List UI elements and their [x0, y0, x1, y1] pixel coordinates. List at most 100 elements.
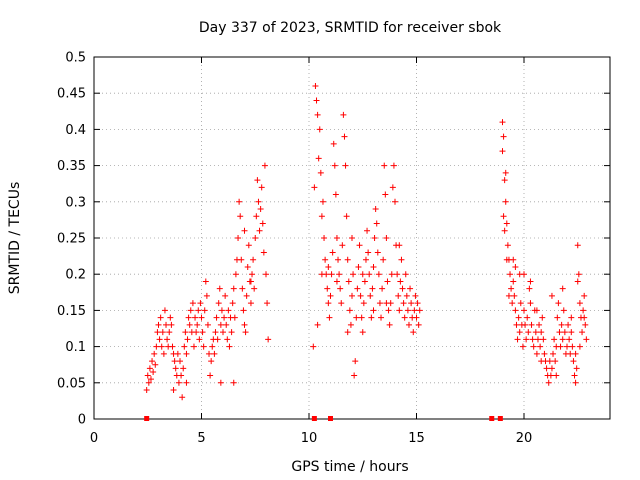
data-point [254, 177, 261, 184]
data-point [311, 184, 318, 191]
data-point [405, 321, 412, 328]
data-point [342, 162, 349, 169]
data-point [196, 336, 203, 343]
data-point [310, 343, 317, 350]
data-point [146, 365, 153, 372]
data-point [539, 314, 546, 321]
data-point [322, 256, 329, 263]
data-point [398, 256, 405, 263]
data-point [500, 213, 507, 220]
data-point [581, 292, 588, 299]
data-point [502, 169, 509, 176]
data-point [143, 387, 150, 394]
data-point [340, 111, 347, 118]
data-point [570, 358, 577, 365]
grid-lines [94, 57, 610, 419]
data-point [345, 278, 352, 285]
data-point [401, 314, 408, 321]
data-point [251, 285, 258, 292]
y-tick-label: 0.35 [57, 159, 86, 174]
data-point [216, 285, 223, 292]
data-point [200, 343, 207, 350]
zero-value-marker [489, 416, 495, 421]
data-point [351, 372, 358, 379]
data-point [579, 329, 586, 336]
data-point [414, 300, 421, 307]
data-point [193, 329, 200, 336]
data-point [164, 336, 171, 343]
data-point [184, 336, 191, 343]
data-point [312, 82, 319, 89]
y-tick-label: 0.2 [65, 268, 86, 283]
data-point [501, 227, 508, 234]
data-point [379, 285, 386, 292]
data-point [183, 350, 190, 357]
zero-value-marker [144, 416, 150, 421]
data-point [149, 358, 156, 365]
zero-value-marker [497, 416, 503, 421]
data-point [335, 256, 342, 263]
data-point [396, 242, 403, 249]
data-point [582, 321, 589, 328]
data-point [575, 271, 582, 278]
data-point [338, 300, 345, 307]
data-point [326, 314, 333, 321]
zero-value-marker [328, 416, 333, 421]
data-point [250, 256, 257, 263]
data-point [204, 321, 211, 328]
data-point [230, 379, 237, 386]
data-point [163, 321, 170, 328]
data-point [218, 307, 225, 314]
data-point [211, 350, 218, 357]
y-tick-label: 0.4 [65, 123, 86, 138]
data-point [247, 300, 254, 307]
data-point [156, 336, 163, 343]
data-point [576, 343, 583, 350]
data-point [373, 220, 380, 227]
data-point [197, 300, 204, 307]
data-point [265, 336, 272, 343]
data-point [215, 300, 222, 307]
x-tick-label: 15 [408, 431, 425, 446]
data-point [407, 285, 414, 292]
data-point [170, 387, 177, 394]
data-point [172, 365, 179, 372]
x-tick-label: 5 [197, 431, 205, 446]
data-point [371, 235, 378, 241]
data-point [533, 350, 540, 357]
data-point [199, 329, 206, 336]
data-point [514, 336, 521, 343]
data-point [533, 307, 540, 314]
data-point [390, 162, 397, 169]
data-point [186, 321, 193, 328]
zero-value-marker [311, 416, 317, 421]
data-point [400, 300, 407, 307]
data-point [213, 314, 220, 321]
data-point [383, 235, 390, 241]
data-point [566, 336, 573, 343]
data-point [192, 314, 199, 321]
data-point [527, 300, 534, 307]
y-tick-label: 0.1 [65, 340, 86, 355]
data-point [568, 314, 575, 321]
data-point [318, 271, 325, 278]
data-point [567, 350, 574, 357]
data-point [507, 271, 514, 278]
data-point [404, 307, 411, 314]
data-point [358, 314, 365, 321]
data-point [512, 307, 519, 314]
data-point [408, 300, 415, 307]
data-point [228, 329, 235, 336]
data-point [559, 336, 566, 343]
data-point [382, 191, 389, 198]
data-point [159, 329, 166, 336]
data-point [247, 278, 254, 285]
data-point [545, 379, 552, 386]
data-point [536, 321, 543, 328]
data-point [166, 329, 173, 336]
data-point [339, 242, 346, 249]
data-point [581, 314, 588, 321]
data-point [509, 300, 516, 307]
data-point [356, 242, 363, 249]
y-tick-label: 0.45 [57, 87, 86, 102]
